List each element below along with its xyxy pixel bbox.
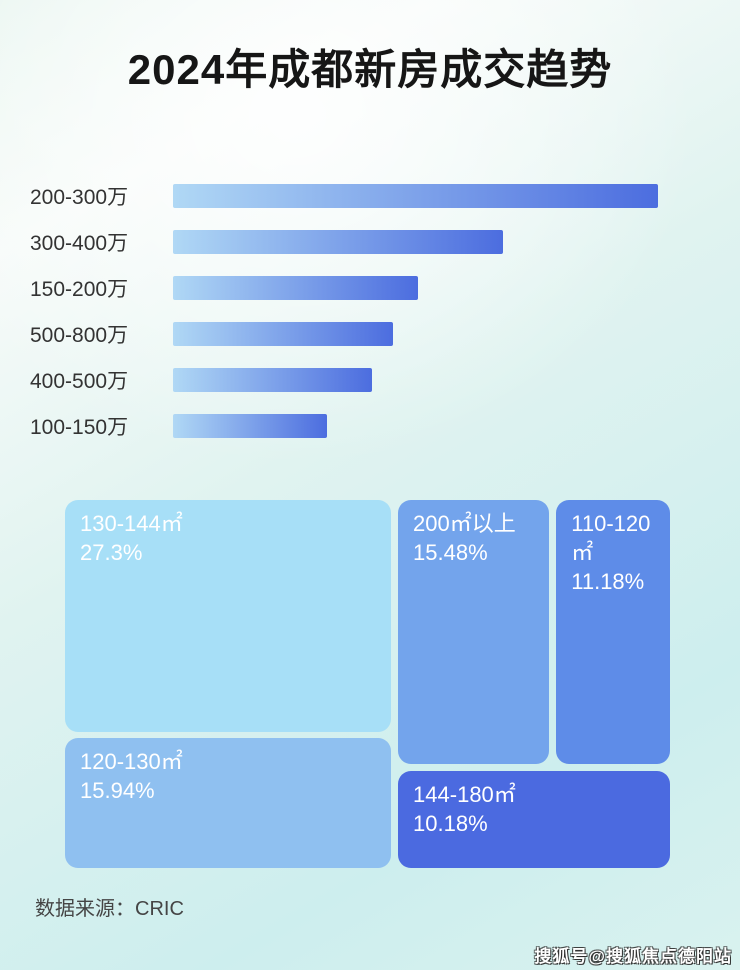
data-source-label: 数据来源：CRIC [35,898,184,920]
bar-category-label: 500-800万 [30,324,129,347]
bar-500-800万 [173,322,394,346]
tile-label: 110-120㎡ [571,511,651,566]
tile-percentage: 15.94% [80,778,155,804]
bar-row: 150-200万 [30,276,710,301]
bar-category-label: 300-400万 [30,232,129,255]
treemap-tile-130-144㎡: 130-144㎡ 27.3% [65,500,392,732]
unit-size-treemap: 130-144㎡ 27.3% 200㎡以上 15.48% 110-120㎡ 11.18% 1… [65,500,670,868]
tile-percentage: 10.18% [413,811,488,837]
treemap-tile-200㎡以上: 200㎡以上 15.48% [398,500,549,764]
bar-row: 300-400万 [30,230,710,255]
tile-label: 144-180㎡ [413,782,516,808]
tile-label: 120-130㎡ [80,749,183,775]
bar-category-label: 150-200万 [30,278,129,301]
bar-category-label: 200-300万 [30,186,129,209]
tile-label: 200㎡以上 [413,511,516,536]
bar-row: 200-300万 [30,184,710,209]
price-band-bar-chart: 200-300万 300-400万 150-200万 500-800万 400-500万… [30,184,710,460]
bar-row: 100-150万 [30,414,710,439]
bar-100-150万 [173,414,328,438]
tile-percentage: 27.3% [80,540,143,566]
bar-category-label: 400-500万 [30,370,129,393]
bar-200-300万 [173,184,658,208]
bar-150-200万 [173,276,418,300]
bar-category-label: 100-150万 [30,416,129,439]
watermark-text: 搜狐号@搜狐焦点德阳站 [534,947,732,966]
tile-percentage: 15.48% [413,540,488,566]
tile-label: 130-144㎡ [80,511,183,536]
page-title: 2024年成都新房成交趋势 [127,46,613,93]
treemap-tile-110-120㎡: 110-120㎡ 11.18% [556,500,670,764]
treemap-tile-120-130㎡: 120-130㎡ 15.94% [65,738,392,868]
treemap-tile-144-180㎡: 144-180㎡ 10.18% [398,771,670,868]
bar-400-500万 [173,368,372,392]
tile-percentage: 11.18% [571,569,645,595]
bar-row: 500-800万 [30,322,710,347]
bar-300-400万 [173,230,503,254]
bar-row: 400-500万 [30,368,710,393]
